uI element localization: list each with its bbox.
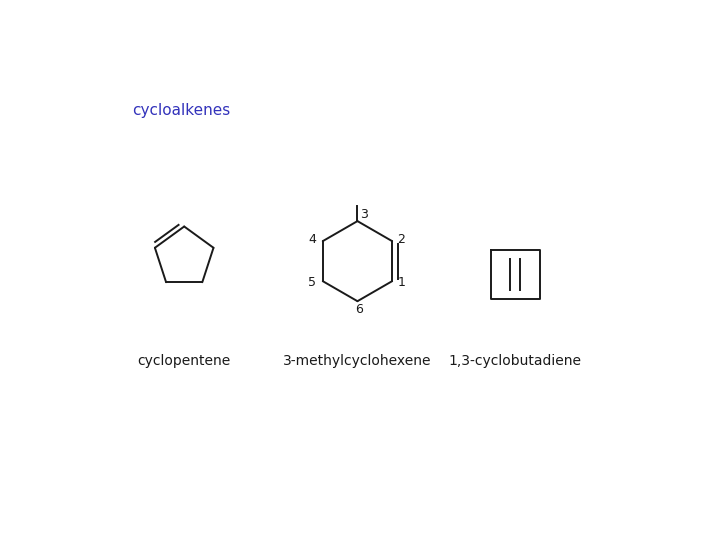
Text: 4: 4 [308,233,316,246]
Text: cyclopentene: cyclopentene [138,354,231,368]
Text: cycloalkenes: cycloalkenes [132,103,230,118]
Text: 1: 1 [397,276,405,289]
Text: 6: 6 [355,303,363,316]
Text: 1,3-cyclobutadiene: 1,3-cyclobutadiene [449,354,582,368]
Text: 2: 2 [397,233,405,246]
Text: 3: 3 [360,208,367,221]
Text: 5: 5 [308,276,316,289]
Text: 3-methylcyclohexene: 3-methylcyclohexene [283,354,432,368]
